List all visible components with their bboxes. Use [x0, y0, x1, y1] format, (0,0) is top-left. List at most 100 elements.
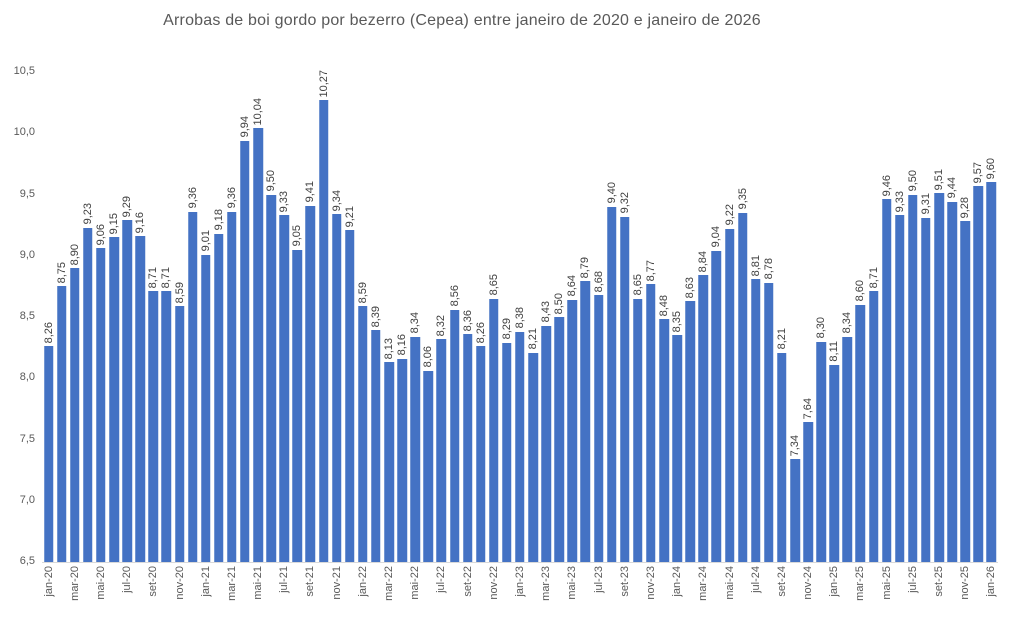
bar-group: 9,31 — [919, 0, 932, 562]
x-axis-tick-label: jul-22 — [435, 566, 448, 593]
bar-value-label: 9,33 — [893, 190, 906, 213]
bar-value-label: 9,44 — [946, 177, 959, 199]
bar — [253, 128, 263, 562]
bar-value-label: 9,06 — [94, 223, 107, 246]
bar — [934, 193, 944, 562]
bar — [318, 100, 329, 562]
bar — [633, 298, 643, 562]
x-axis-tick-label: nov-22 — [487, 566, 500, 600]
bar-value-label: 9,28 — [959, 197, 972, 219]
bar-group: 8,06 — [422, 0, 435, 562]
x-axis-tick-label: mar-25 — [854, 566, 867, 601]
bar-group: 8,26 jan-20 — [42, 0, 55, 597]
bar-group: 8,59 jan-22 — [356, 0, 369, 597]
bar — [908, 194, 918, 562]
x-axis-tick-label: set-21 — [304, 566, 317, 597]
bar-value-label: 8,59 — [173, 281, 186, 303]
bar-value-label: 9,36 — [225, 187, 238, 209]
bar — [305, 205, 316, 562]
bar — [698, 275, 709, 562]
x-axis-tick-label: jul-23 — [592, 566, 605, 593]
bar — [881, 199, 892, 562]
x-axis-tick-label: jul-24 — [749, 566, 762, 593]
bar-group: 8,79 — [579, 0, 592, 562]
bar-value-label: 8,50 — [553, 292, 566, 314]
x-axis-tick-label: set-20 — [147, 566, 160, 597]
bar-group: 9,18 — [212, 0, 225, 562]
chart-title: Arrobas de boi gordo por bezerro (Cepea)… — [163, 12, 761, 29]
bar-value-label: 9,05 — [291, 225, 304, 247]
bar-value-label: 8,65 — [487, 274, 500, 296]
bar-value-label: 9,46 — [880, 174, 893, 197]
bar — [895, 215, 905, 562]
bar-value-label: 8,60 — [854, 280, 867, 302]
y-axis-tick-label: 10,0 — [13, 126, 35, 139]
bar-group: 9,21 — [343, 0, 356, 562]
bar-value-label: 8,30 — [815, 317, 828, 339]
bar-value-label: 9,01 — [199, 230, 212, 252]
bar — [750, 279, 761, 562]
bar-value-label: 8,77 — [644, 259, 657, 281]
bar-group: 9,51 set-25 — [933, 0, 946, 597]
bar — [502, 342, 512, 562]
bar-value-label: 10,27 — [317, 69, 330, 98]
bar — [345, 230, 355, 562]
y-axis-tick-label: 7,5 — [19, 432, 35, 445]
bar — [829, 364, 840, 562]
bar — [515, 331, 525, 562]
bar-group: 8,13 mar-22 — [382, 0, 395, 601]
bar-group: 8,39 — [369, 0, 382, 562]
bar-group: 8,60 mar-25 — [854, 0, 867, 601]
bar-value-label: 8,26 — [474, 321, 487, 344]
bar-group: 8,21 — [527, 0, 540, 562]
x-axis-tick-label: jul-25 — [906, 566, 919, 593]
x-axis-tick-label: jan-22 — [356, 566, 369, 597]
bar-group: 8,30 — [815, 0, 828, 562]
bar-value-label: 8,26 — [42, 321, 55, 344]
x-axis-tick-label: nov-23 — [644, 566, 657, 600]
y-axis-tick-label: 10,5 — [13, 65, 35, 77]
bar-value-label: 9,94 — [238, 116, 251, 138]
bar-group: 8,77 nov-23 — [644, 0, 657, 600]
bar-value-label: 7,64 — [802, 397, 815, 420]
bar-group: 8,36 set-22 — [461, 0, 474, 597]
bar-value-label: 9,31 — [919, 193, 932, 215]
x-axis-tick-label: jan-26 — [985, 566, 998, 597]
bar-value-label: 9,04 — [710, 226, 723, 248]
bar — [646, 283, 656, 562]
bar-group: 8,63 — [684, 0, 697, 562]
bar-group: 9,23 — [81, 0, 94, 562]
bar — [685, 301, 695, 562]
x-axis-tick-label: mar-23 — [540, 566, 553, 601]
bar — [803, 422, 813, 562]
bar — [737, 212, 748, 562]
bar — [960, 221, 970, 562]
bar-group: 9,15 — [107, 0, 120, 562]
bar — [842, 336, 853, 562]
bar-group: 8,68 jul-23 — [592, 0, 605, 593]
y-axis-tick-label: 7,0 — [19, 493, 35, 506]
bar-value-label: 9,29 — [121, 195, 134, 218]
bar-value-label: 8,78 — [762, 258, 775, 280]
bar-group: 9,35 — [736, 0, 749, 562]
bar — [855, 304, 866, 562]
bar — [266, 194, 276, 562]
bar-value-label: 8,79 — [579, 257, 592, 279]
x-axis-tick-label: jul-21 — [278, 566, 291, 593]
x-axis-tick-label: nov-24 — [802, 566, 815, 600]
bar — [462, 334, 473, 562]
bar — [148, 291, 159, 562]
x-axis-tick-label: nov-20 — [173, 566, 186, 600]
bar-value-label: 9,16 — [134, 211, 147, 234]
bar — [986, 182, 997, 562]
bar — [541, 325, 551, 562]
bar-group: 9,94 — [238, 0, 251, 562]
bar-group: 9,36 — [186, 0, 199, 562]
bar-group: 8,50 — [553, 0, 566, 562]
bar — [764, 282, 774, 562]
x-axis-tick-label: mai-24 — [723, 566, 736, 600]
bar-group: 9,57 — [972, 0, 985, 562]
x-axis-tick-label: set-23 — [618, 566, 631, 597]
bar — [580, 281, 591, 562]
bar — [397, 358, 407, 562]
